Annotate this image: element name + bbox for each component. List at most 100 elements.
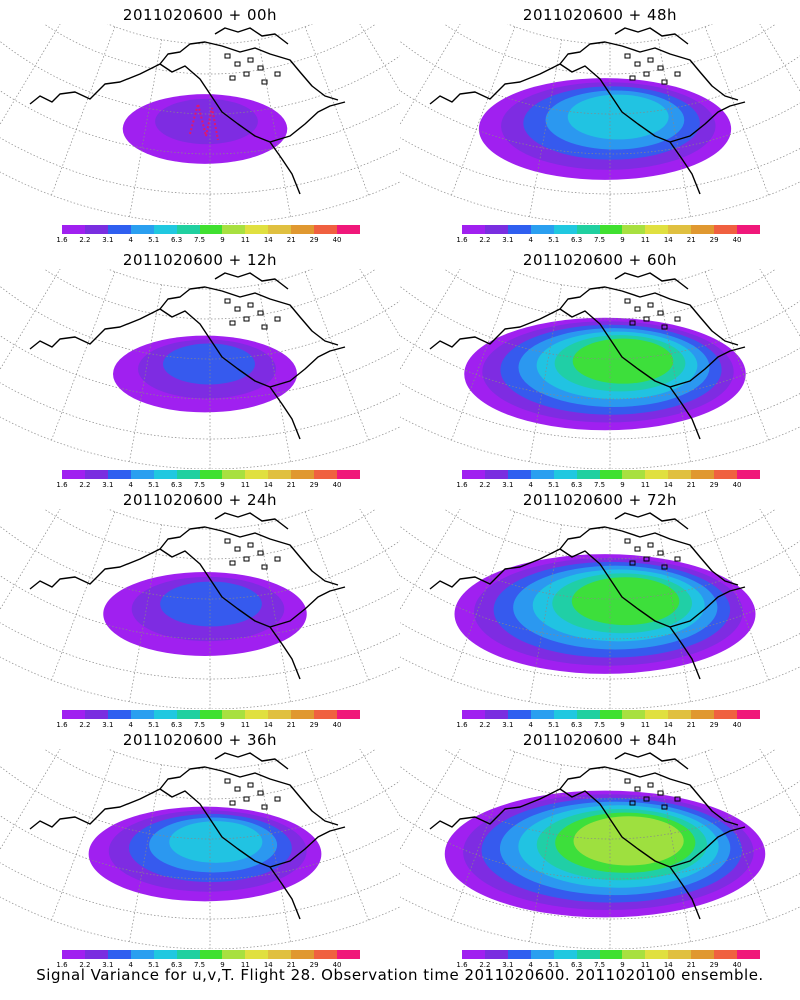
colorbar-tick-label: 4 xyxy=(528,721,533,729)
colorbar-tick-label: 2.2 xyxy=(479,481,491,489)
colorbar-labels: 1.6 2.2 3.1 4 5.1 6.3 7.5 9 11 14 21 29 40 xyxy=(456,961,760,971)
island xyxy=(629,75,636,81)
colorbar-tick-label: 21 xyxy=(286,961,296,969)
island xyxy=(257,65,264,71)
colorbar-swatch xyxy=(268,950,292,959)
colorbar-tick-label: 1.6 xyxy=(56,236,68,244)
longitude-line xyxy=(304,271,369,441)
colorbar-swatch xyxy=(599,710,623,719)
island xyxy=(229,800,236,806)
colorbar-swatch xyxy=(530,225,554,234)
longitude-line xyxy=(51,511,116,681)
island xyxy=(647,302,654,308)
colorbar-swatch xyxy=(107,950,131,959)
colorbar-tick-label: 5.1 xyxy=(148,236,160,244)
colorbar-swatch xyxy=(84,950,108,959)
longitude-line xyxy=(51,26,116,196)
longitude-line xyxy=(0,509,32,597)
domain-boundary xyxy=(0,749,400,949)
colorbar-swatch xyxy=(245,710,269,719)
domain-boundary xyxy=(0,509,400,709)
colorbar-tick-label: 40 xyxy=(332,236,342,244)
colorbar-tick-label: 6.3 xyxy=(571,481,583,489)
colorbar-swatch xyxy=(291,470,315,479)
domain-boundary xyxy=(400,24,800,224)
colorbar-swatch xyxy=(291,710,315,719)
colorbar-swatch xyxy=(622,470,646,479)
colorbar-tick-label: 6.3 xyxy=(571,721,583,729)
latitude-line xyxy=(400,40,800,115)
island xyxy=(661,804,668,810)
colorbar-labels: 1.6 2.2 3.1 4 5.1 6.3 7.5 9 11 14 21 29 40 xyxy=(456,236,760,246)
colorbar-tick-label: 3.1 xyxy=(502,481,514,489)
colorbar-swatch xyxy=(291,950,315,959)
colorbar-swatch xyxy=(645,950,669,959)
colorbar-swatch xyxy=(599,225,623,234)
colorbar-tick-label: 1.6 xyxy=(456,961,468,969)
colorbar-tick-label: 5.1 xyxy=(548,481,560,489)
domain-boundary xyxy=(400,509,800,709)
colorbar-tick-label: 11 xyxy=(240,721,250,729)
colorbar-tick-label: 14 xyxy=(263,721,273,729)
latitude-line xyxy=(0,285,400,360)
island xyxy=(661,79,668,85)
variance-map xyxy=(0,24,400,224)
island xyxy=(674,316,681,322)
coastline xyxy=(429,512,746,680)
colorbar-tick-label: 40 xyxy=(732,721,742,729)
colorbar-tick-label: 14 xyxy=(663,721,673,729)
colorbar-tick-label: 4 xyxy=(128,721,133,729)
latitude-line xyxy=(0,40,400,115)
variance-map xyxy=(400,749,800,949)
colorbar-swatch xyxy=(462,225,485,234)
latitude-line xyxy=(400,382,800,440)
colorbar-swatch xyxy=(530,470,554,479)
map-panel-p36: 2011020600 + 36h 1.6 2.2 3.1 4 5.1 6.3 7.5 9 11 14… xyxy=(0,725,400,970)
colorbar-swatch xyxy=(691,225,715,234)
colorbar-swatch xyxy=(84,470,108,479)
colorbar-tick-label: 7.5 xyxy=(593,961,606,969)
colorbar-tick-label: 5.1 xyxy=(148,481,160,489)
colorbar-labels: 1.6 2.2 3.1 4 5.1 6.3 7.5 9 11 14 21 29 40 xyxy=(456,721,760,731)
colorbar-swatch xyxy=(691,470,715,479)
colorbar-tick-label: 3.1 xyxy=(502,236,514,244)
colorbar-swatch xyxy=(130,470,154,479)
colorbar-swatch xyxy=(462,470,485,479)
island xyxy=(647,57,654,63)
flight-track xyxy=(189,100,219,141)
longitude-line xyxy=(759,509,800,577)
map-panel-p24: 2011020600 + 24h 1.6 2.2 3.1 4 5.1 6.3 7.5 9 11 14… xyxy=(0,485,400,730)
colorbar-swatch xyxy=(507,950,531,959)
panel-title: 2011020600 + 60h xyxy=(522,251,678,269)
colorbar-swatch xyxy=(153,950,177,959)
panel-title: 2011020600 + 00h xyxy=(122,6,278,24)
island xyxy=(634,306,641,312)
colorbar-tick-label: 14 xyxy=(663,236,673,244)
longitude-line xyxy=(0,749,61,851)
longitude-line xyxy=(304,511,369,681)
colorbar-tick-label: 6.3 xyxy=(171,236,183,244)
colorbar-tick-label: 5.1 xyxy=(548,721,560,729)
island xyxy=(643,796,650,802)
map-panel-p72: 2011020600 + 72h 1.6 2.2 3.1 4 5.1 6.3 7.5 9 11 14… xyxy=(400,485,800,730)
longitude-line xyxy=(400,749,432,837)
colorbar xyxy=(62,950,360,959)
colorbar-tick-label: 29 xyxy=(309,481,319,489)
colorbar-swatch xyxy=(337,710,360,719)
island xyxy=(234,61,241,67)
island xyxy=(674,796,681,802)
longitude-line xyxy=(359,749,400,817)
colorbar-tick-label: 21 xyxy=(286,481,296,489)
colorbar-tick-label: 7.5 xyxy=(593,721,606,729)
colorbar-tick-label: 3.1 xyxy=(102,721,114,729)
colorbar-swatch xyxy=(714,470,738,479)
latitude-line xyxy=(43,269,377,320)
colorbar-tick-label: 6.3 xyxy=(571,236,583,244)
map-panel-p84: 2011020600 + 84h 1.6 2.2 3.1 4 5.1 6.3 7.5 9 11 14… xyxy=(400,725,800,970)
map-panel-p00: 2011020600 + 00h 1.6 2.2 3.1 4 5.1 6.3 7.5 9 11 14… xyxy=(0,0,400,245)
colorbar-swatch xyxy=(314,225,338,234)
variance-contour-4 xyxy=(567,94,669,140)
colorbar-swatch xyxy=(737,470,760,479)
colorbar-tick-label: 2.2 xyxy=(479,961,491,969)
colorbar-swatch xyxy=(245,225,269,234)
